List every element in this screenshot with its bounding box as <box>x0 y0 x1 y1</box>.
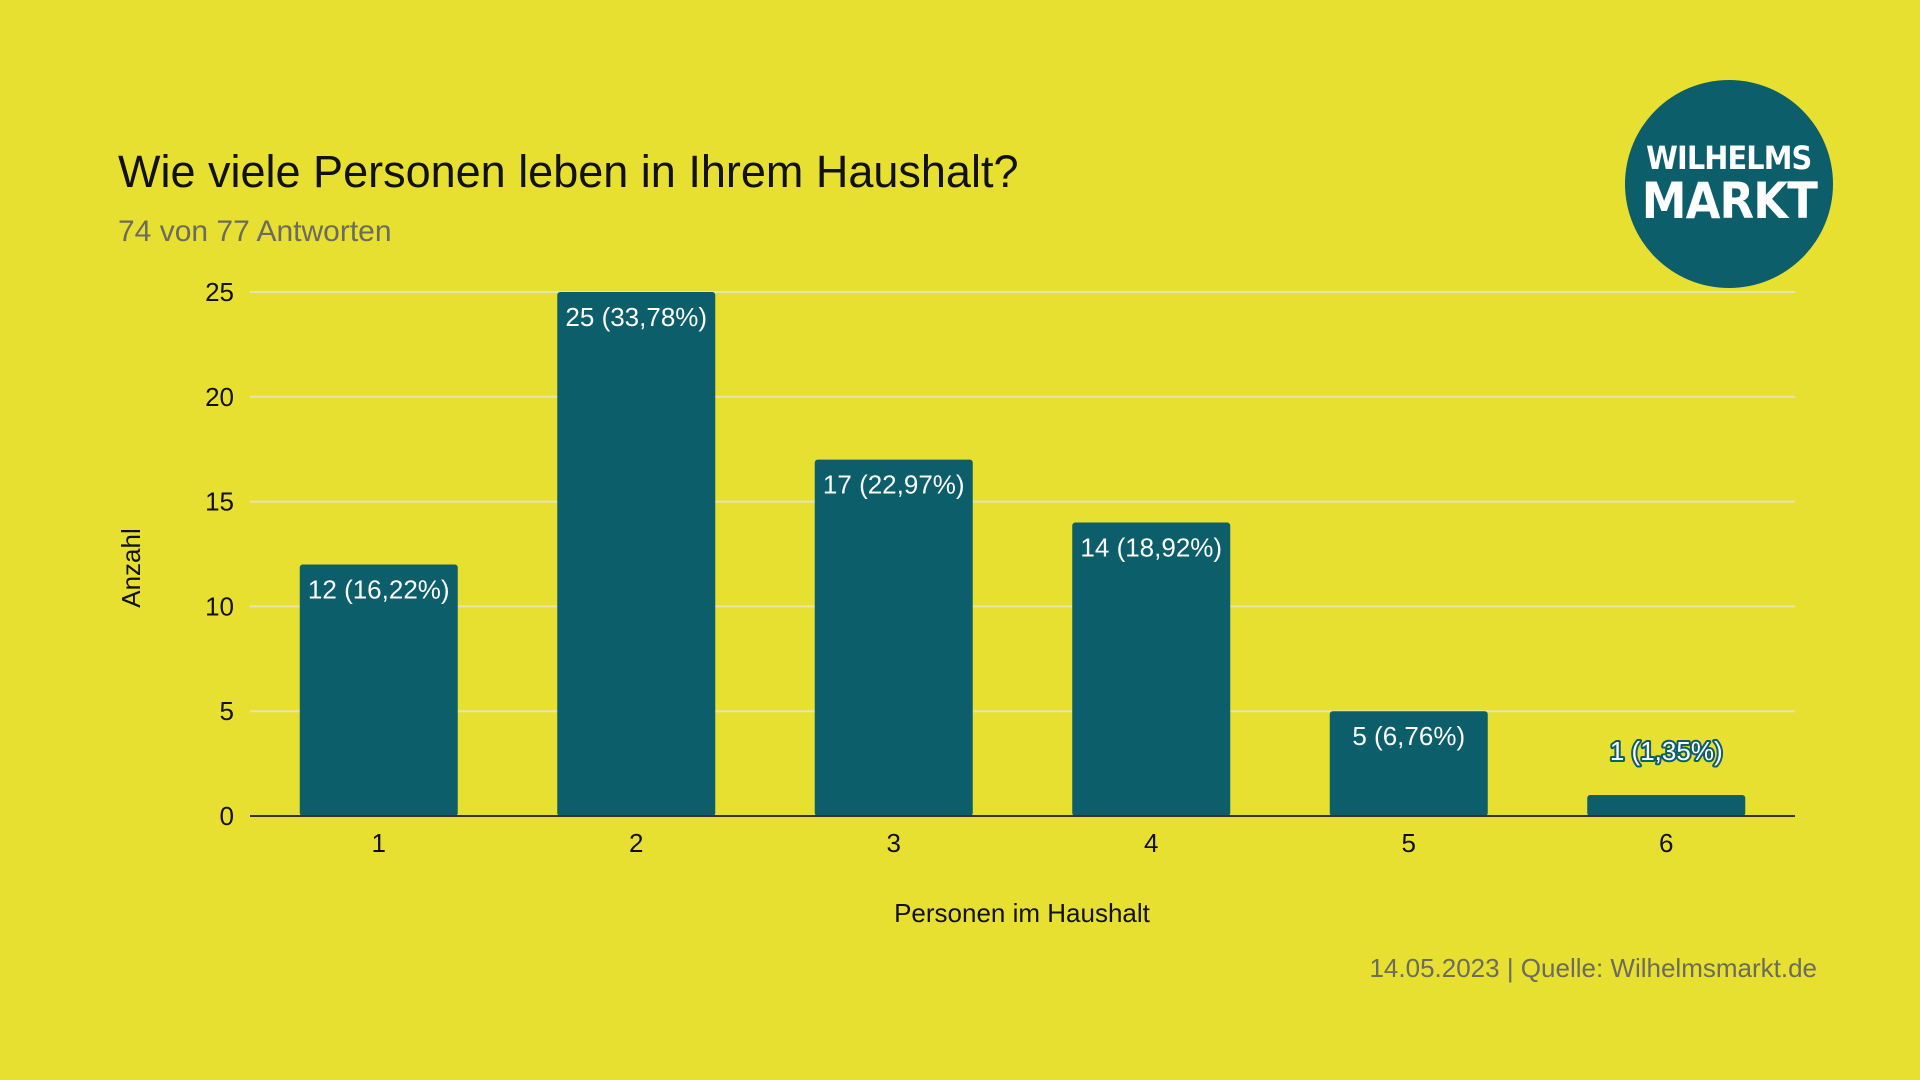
chart-title: Wie viele Personen leben in Ihrem Hausha… <box>118 146 1019 197</box>
x-tick-label: 2 <box>629 828 643 858</box>
y-axis-label: Anzahl <box>116 528 146 608</box>
bar-4 <box>1072 522 1231 816</box>
data-label: 14 (18,92%) <box>1080 533 1222 563</box>
x-tick-label: 3 <box>887 828 901 858</box>
x-tick-label: 6 <box>1659 828 1673 858</box>
chart-subtitle: 74 von 77 Antworten <box>118 215 392 248</box>
x-axis-ticks: 1 2 3 4 5 6 <box>372 828 1674 858</box>
bar-5 <box>1329 711 1488 816</box>
x-tick-label: 5 <box>1402 828 1416 858</box>
data-label: 25 (33,78%) <box>565 302 707 332</box>
wilhelmsmarkt-logo: WILHELMS MARKT <box>1625 80 1833 288</box>
data-label: 12 (16,22%) <box>308 574 450 604</box>
data-label: 5 (6,76%) <box>1352 721 1465 751</box>
y-axis-ticks: 0 5 10 15 20 25 <box>205 277 234 831</box>
data-label: 17 (22,97%) <box>823 470 965 500</box>
y-tick-label: 15 <box>205 487 234 517</box>
grid-lines <box>250 291 1795 713</box>
source-footer: 14.05.2023 | Quelle: Wilhelmsmarkt.de <box>1369 953 1817 983</box>
logo-line-2: MARKT <box>1641 172 1817 230</box>
x-axis-label: Personen im Haushalt <box>894 898 1151 928</box>
logo-line-1: WILHELMS <box>1646 139 1812 177</box>
y-tick-label: 25 <box>205 277 234 307</box>
data-label: 1 (1,35%) <box>1610 736 1723 766</box>
bar-1 <box>299 564 458 816</box>
y-tick-label: 5 <box>220 696 234 726</box>
bars <box>299 292 1746 816</box>
y-tick-label: 10 <box>205 591 234 621</box>
data-labels: 12 (16,22%) 25 (33,78%) 17 (22,97%) 14 (18,… <box>308 302 1725 768</box>
x-tick-label: 1 <box>372 828 386 858</box>
x-tick-label: 4 <box>1144 828 1158 858</box>
bar-6 <box>1587 795 1746 816</box>
bar-3 <box>814 459 973 816</box>
y-tick-label: 20 <box>205 382 234 412</box>
bar-2 <box>557 292 716 816</box>
y-tick-label: 0 <box>220 801 234 831</box>
